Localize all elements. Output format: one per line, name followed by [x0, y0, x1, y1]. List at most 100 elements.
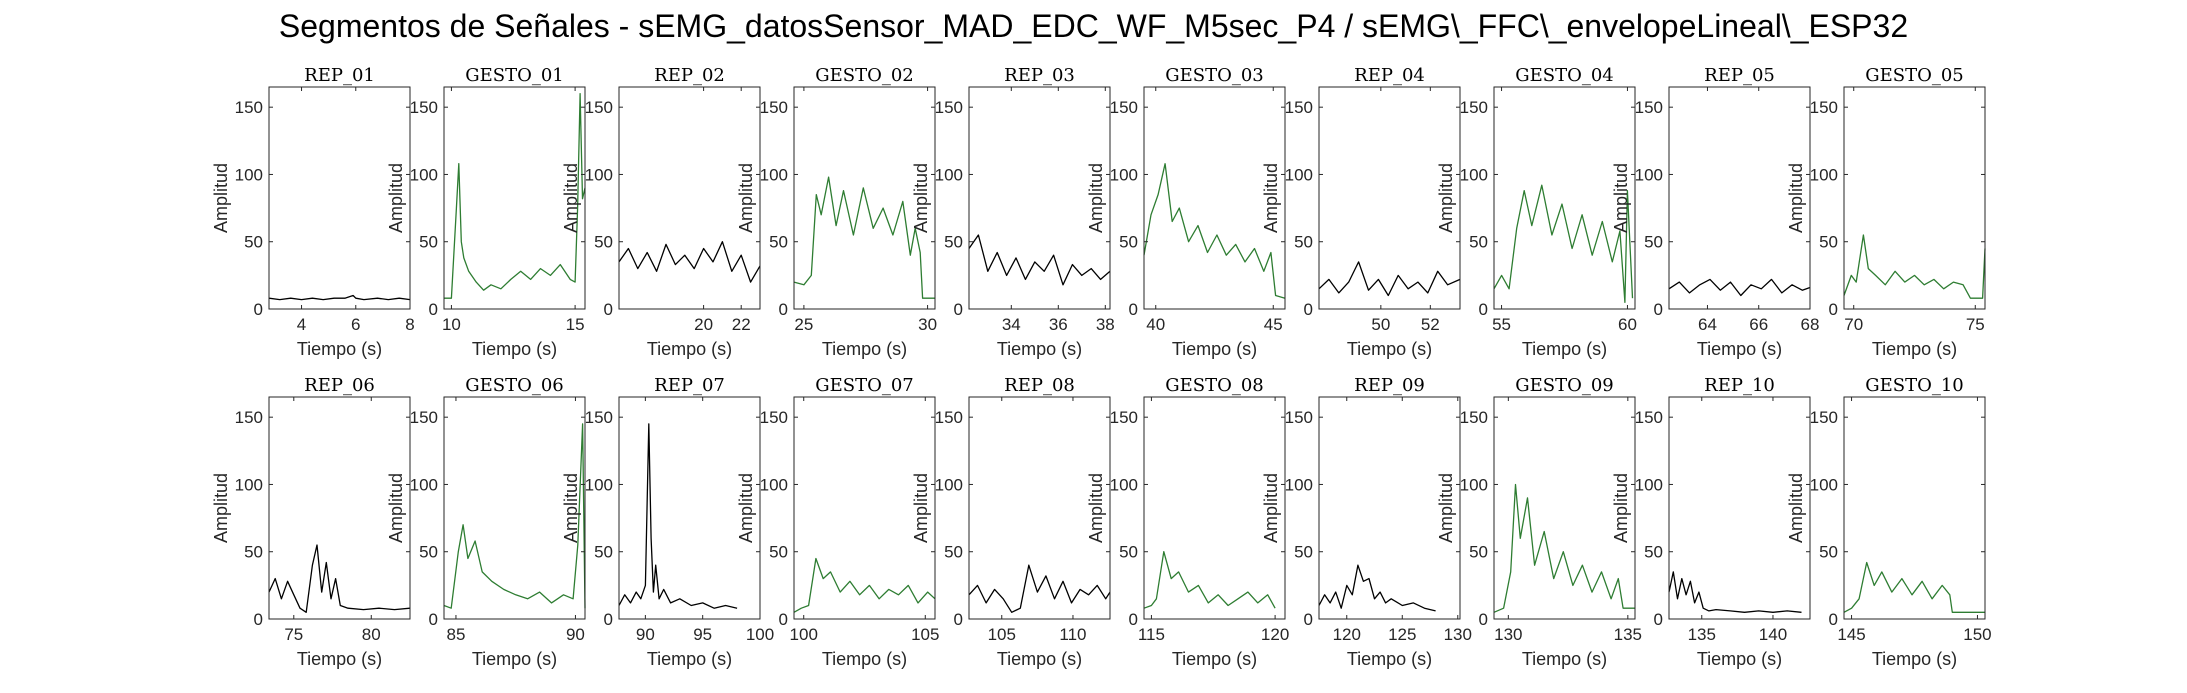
axes-box	[1493, 396, 1636, 620]
subplot-title: REP_05	[1704, 65, 1775, 86]
x-tick-label: 30	[918, 315, 937, 334]
y-tick-label: 0	[1479, 300, 1488, 319]
signal-line	[1493, 483, 1635, 613]
y-tick-label: 100	[410, 165, 438, 184]
y-tick-label: 100	[585, 475, 613, 494]
x-axis-label: Tiempo (s)	[997, 649, 1082, 669]
axes-box	[1143, 86, 1286, 310]
signal-line	[1318, 261, 1461, 297]
y-axis-label: Amplitud	[911, 163, 931, 233]
x-tick-label: 95	[693, 625, 712, 644]
y-tick-label: 150	[760, 408, 788, 427]
y-tick-label: 50	[1644, 543, 1663, 562]
y-tick-label: 100	[235, 165, 263, 184]
plot-area	[1144, 397, 1285, 619]
axes-box	[968, 86, 1111, 310]
y-tick-label: 150	[1460, 98, 1488, 117]
subplot-rep-02: 0 50 100 150 20 22 REP_02 Tiempo (s) Amplitud	[561, 65, 761, 359]
signal-line	[793, 176, 935, 299]
y-tick-label: 0	[429, 610, 438, 629]
x-tick-label: 105	[911, 625, 939, 644]
axes-box	[1318, 396, 1461, 620]
x-tick-label: 8	[405, 315, 414, 334]
plot-area	[444, 87, 585, 309]
x-axis-label: Tiempo (s)	[1872, 649, 1957, 669]
subplot-gesto-07: 0 50 100 150 100 105 GESTO_07 Tiempo (s) Amplitu…	[736, 375, 939, 669]
subplot-gesto-08: 0 50 100 150 115 120 GESTO_08 Tiempo (s) Amplitu…	[1086, 375, 1289, 669]
x-axis-label: Tiempo (s)	[297, 649, 382, 669]
y-tick-label: 100	[935, 475, 963, 494]
subplot-title: GESTO_04	[1515, 65, 1614, 86]
signal-line	[1668, 278, 1811, 297]
signal-line	[1493, 184, 1634, 303]
x-axis-label: Tiempo (s)	[997, 339, 1082, 359]
subplot-title: REP_04	[1354, 65, 1425, 86]
x-axis-label: Tiempo (s)	[1347, 649, 1432, 669]
plot-area	[1844, 397, 1985, 619]
y-tick-label: 150	[1110, 98, 1138, 117]
y-axis-label: Amplitud	[211, 473, 231, 543]
x-tick-label: 100	[746, 625, 774, 644]
x-axis-label: Tiempo (s)	[1697, 339, 1782, 359]
subplot-title: GESTO_08	[1165, 375, 1264, 396]
y-tick-label: 50	[1469, 543, 1488, 562]
subplot-rep-07: 0 50 100 150 90 95 100 REP_07 Tiempo (s) Amplitud	[561, 375, 774, 669]
y-tick-label: 0	[1829, 610, 1838, 629]
x-tick-label: 52	[1421, 315, 1440, 334]
plot-area	[1669, 87, 1810, 309]
axes-box	[968, 396, 1111, 620]
y-tick-label: 150	[935, 408, 963, 427]
x-tick-label: 4	[297, 315, 306, 334]
y-axis-label: Amplitud	[736, 163, 756, 233]
subplot-gesto-02: 0 50 100 150 25 30 GESTO_02 Tiempo (s) Amplitud	[736, 65, 937, 359]
subplot-title: GESTO_05	[1865, 65, 1964, 86]
y-tick-label: 100	[1635, 475, 1663, 494]
signal-line	[268, 544, 411, 613]
signal-line	[1143, 551, 1276, 609]
y-tick-label: 150	[1810, 408, 1838, 427]
y-tick-label: 50	[1119, 543, 1138, 562]
x-axis-label: Tiempo (s)	[1172, 339, 1257, 359]
x-tick-label: 22	[732, 315, 751, 334]
x-tick-label: 90	[566, 625, 585, 644]
y-axis-label: Amplitud	[561, 163, 581, 233]
x-axis-label: Tiempo (s)	[472, 649, 557, 669]
signal-line	[968, 564, 1111, 613]
plot-area	[269, 397, 410, 619]
y-tick-label: 150	[1285, 408, 1313, 427]
y-tick-label: 0	[604, 610, 613, 629]
signal-line	[1318, 564, 1436, 612]
y-tick-label: 100	[760, 475, 788, 494]
y-tick-label: 0	[1479, 610, 1488, 629]
y-tick-label: 100	[935, 165, 963, 184]
y-axis-label: Amplitud	[386, 163, 406, 233]
x-tick-label: 68	[1801, 315, 1820, 334]
y-tick-label: 150	[235, 98, 263, 117]
y-tick-label: 0	[779, 610, 788, 629]
axes-box	[1493, 86, 1636, 310]
y-tick-label: 150	[1460, 408, 1488, 427]
x-axis-label: Tiempo (s)	[822, 339, 907, 359]
x-tick-label: 50	[1371, 315, 1390, 334]
y-tick-label: 100	[410, 475, 438, 494]
x-tick-label: 120	[1261, 625, 1289, 644]
y-tick-label: 50	[1294, 543, 1313, 562]
subplot-gesto-05: 0 50 100 150 70 75 GESTO_05 Tiempo (s) Amplitud	[1786, 65, 1986, 359]
x-axis-label: Tiempo (s)	[1522, 339, 1607, 359]
plot-area	[1144, 87, 1285, 309]
x-axis-label: Tiempo (s)	[1522, 649, 1607, 669]
y-tick-label: 50	[944, 233, 963, 252]
y-axis-label: Amplitud	[211, 163, 231, 233]
y-tick-label: 0	[254, 610, 263, 629]
x-tick-label: 135	[1614, 625, 1642, 644]
y-tick-label: 0	[1129, 610, 1138, 629]
axes-box	[793, 396, 936, 620]
y-tick-label: 150	[1810, 98, 1838, 117]
plot-area	[1319, 87, 1460, 309]
y-tick-label: 150	[1110, 408, 1138, 427]
x-tick-label: 90	[636, 625, 655, 644]
x-tick-label: 145	[1837, 625, 1865, 644]
signal-line	[1668, 571, 1802, 613]
y-tick-label: 150	[585, 408, 613, 427]
y-tick-label: 150	[410, 98, 438, 117]
